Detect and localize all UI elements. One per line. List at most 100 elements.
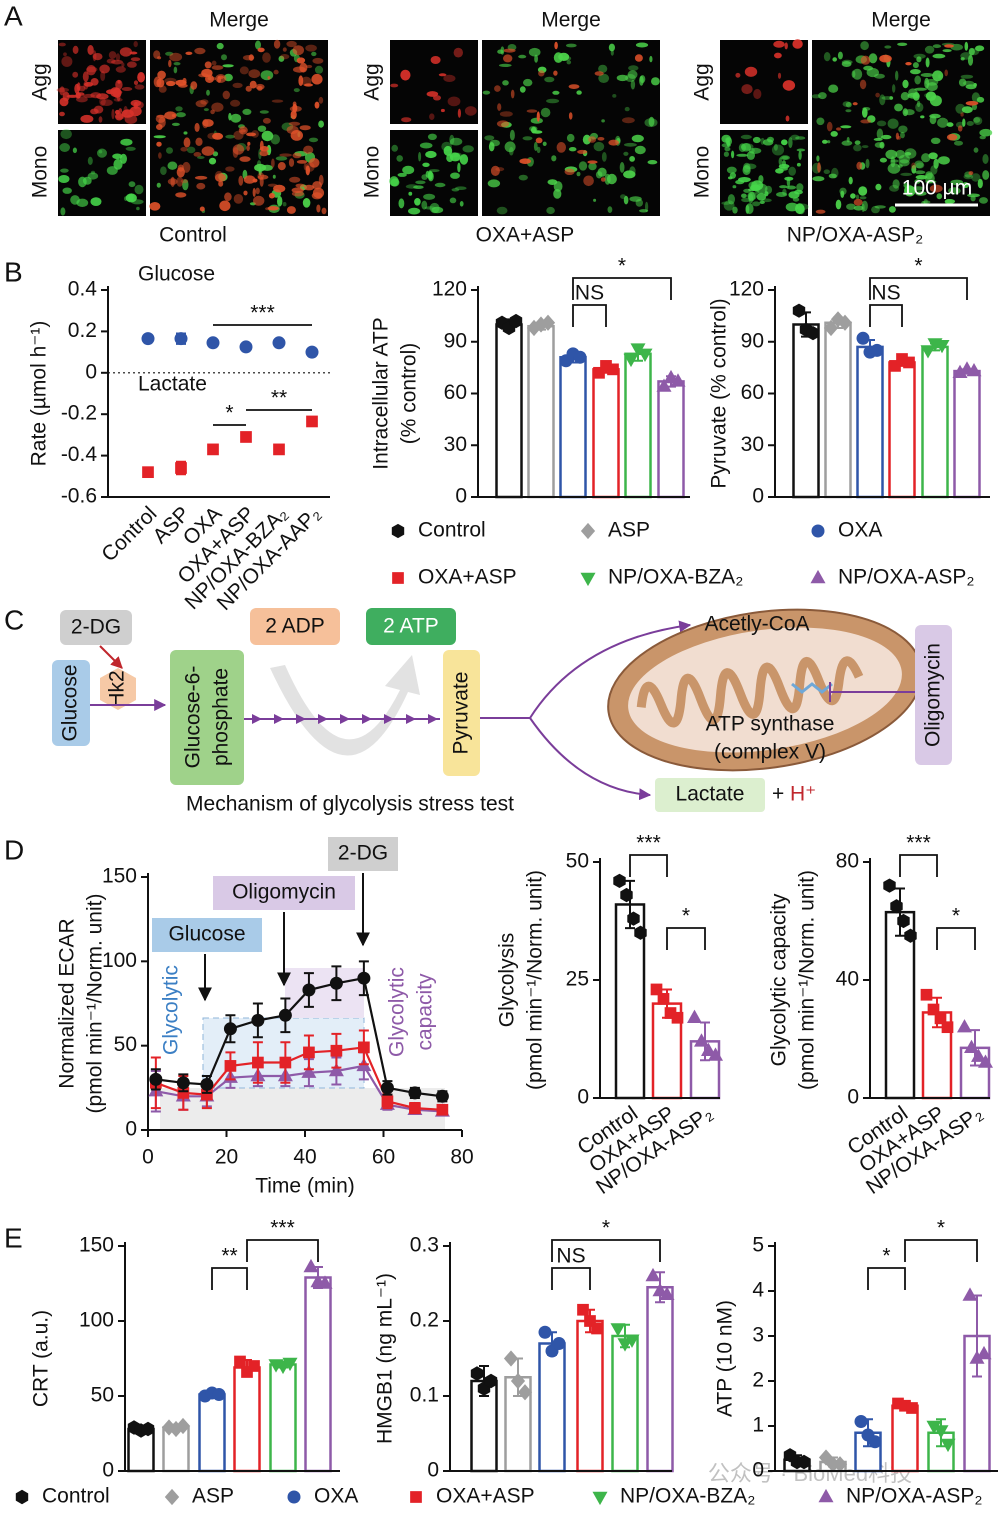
cell xyxy=(115,66,126,73)
cell xyxy=(846,203,856,210)
bar xyxy=(824,321,852,499)
y-tick-label: 1 xyxy=(752,1414,764,1437)
cell xyxy=(203,108,209,112)
cell xyxy=(206,89,210,96)
cell xyxy=(779,185,788,189)
y-tick-label: 0 xyxy=(102,1459,114,1482)
label: Acetly-CoA xyxy=(704,613,809,636)
cell xyxy=(817,162,821,173)
legend-marker xyxy=(580,572,596,587)
cell xyxy=(566,133,575,143)
cell xyxy=(916,100,921,108)
arrowhead xyxy=(274,714,284,724)
data-point xyxy=(708,1047,723,1061)
cell xyxy=(860,119,872,124)
label: 2 ADP xyxy=(265,615,325,638)
legend-label: OXA xyxy=(314,1485,358,1508)
data-point xyxy=(177,1087,190,1099)
y-axis-label: Pyruvate (% control) xyxy=(708,298,731,488)
error-bar xyxy=(895,887,905,937)
image xyxy=(720,40,808,124)
cell xyxy=(966,121,974,126)
significance-bracket xyxy=(551,1239,661,1262)
cell xyxy=(293,88,300,93)
data-point xyxy=(656,378,672,392)
y-tick-label: 40 xyxy=(836,968,859,991)
cell xyxy=(489,139,500,147)
cell xyxy=(930,137,941,144)
cell xyxy=(900,92,910,101)
legend-marker xyxy=(391,523,405,539)
cell xyxy=(962,118,966,127)
cell xyxy=(164,111,177,120)
bar xyxy=(646,1286,674,1473)
cell xyxy=(173,66,178,74)
cell xyxy=(290,110,297,120)
y-tick-label: 4 xyxy=(752,1279,764,1302)
cell xyxy=(503,48,516,53)
image-label: Mono xyxy=(361,146,384,199)
cell xyxy=(219,200,231,212)
cell xyxy=(83,93,95,98)
cell xyxy=(930,165,938,175)
cell xyxy=(495,167,505,172)
cell xyxy=(639,209,649,213)
cell xyxy=(904,148,917,159)
cell xyxy=(936,193,943,200)
cell xyxy=(976,96,985,103)
cell xyxy=(296,160,308,164)
legend-marker xyxy=(410,1491,422,1503)
cell xyxy=(623,195,629,205)
cell xyxy=(248,54,254,61)
cell xyxy=(482,90,491,95)
arrowhead xyxy=(362,714,372,724)
cell xyxy=(967,193,980,198)
cell xyxy=(222,64,234,68)
cell xyxy=(259,150,269,157)
y-tick-label: 120 xyxy=(729,278,764,301)
label: phosphate xyxy=(210,668,233,766)
cell xyxy=(933,158,939,169)
cell xyxy=(812,176,825,182)
cell xyxy=(822,139,828,144)
cell xyxy=(62,91,70,102)
cell xyxy=(70,195,80,205)
cell xyxy=(582,134,592,145)
y-tick-label: 5 xyxy=(752,1234,764,1257)
legend-label: OXA+ASP xyxy=(418,566,517,589)
cell xyxy=(854,140,861,145)
significance-label: NS xyxy=(575,282,604,305)
cell xyxy=(954,140,963,146)
box xyxy=(250,608,340,645)
cell xyxy=(728,176,733,180)
cell xyxy=(430,56,441,64)
cell xyxy=(194,47,206,55)
data-point xyxy=(381,1095,394,1108)
cell xyxy=(875,92,880,98)
scale-bar-label: 100 µm xyxy=(902,177,972,200)
cell xyxy=(562,56,572,61)
y-tick-label: 0 xyxy=(85,360,97,383)
label: Pyruvate xyxy=(450,672,473,755)
cell xyxy=(773,40,785,48)
panel-label: B xyxy=(4,256,23,287)
data-point xyxy=(634,925,647,940)
cell xyxy=(554,41,558,50)
cell xyxy=(106,58,116,64)
cell xyxy=(518,54,527,59)
cell xyxy=(727,194,736,205)
bar xyxy=(304,1276,332,1473)
cell xyxy=(175,112,186,118)
cell xyxy=(932,44,942,49)
y-tick-label: 100 xyxy=(79,1309,114,1332)
data-point xyxy=(272,336,286,350)
image xyxy=(390,40,478,124)
cell xyxy=(496,120,510,128)
bar xyxy=(559,356,587,499)
cell xyxy=(929,184,943,193)
data-point xyxy=(168,1420,184,1438)
cell xyxy=(92,53,103,61)
annotation-box xyxy=(328,837,398,871)
cell xyxy=(60,207,66,216)
data-point xyxy=(854,1415,868,1428)
